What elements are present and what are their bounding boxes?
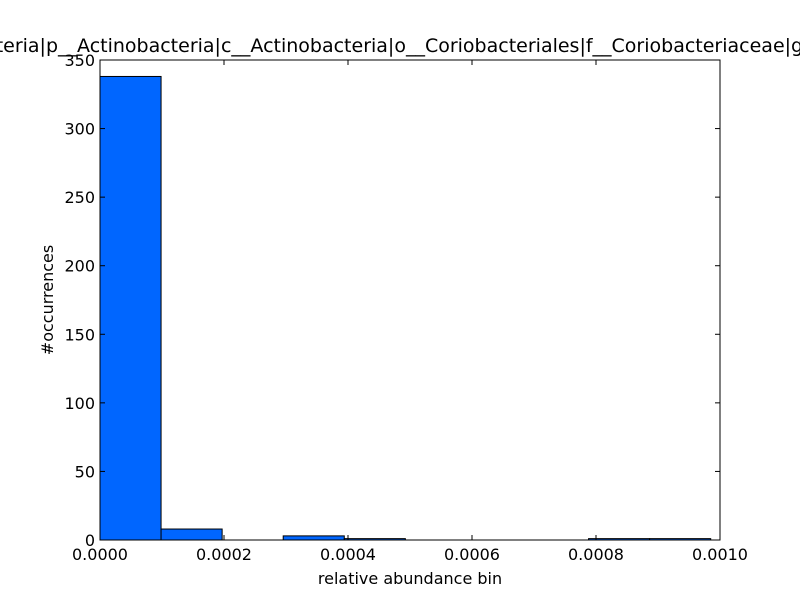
histogram-bar-3	[282, 535, 345, 541]
x-tick-label-4: 0.0008	[568, 545, 624, 564]
y-tick-label-4: 200	[64, 257, 95, 276]
chart-title: k__Bacteria|p__Actinobacteria|c__Actinob…	[0, 35, 800, 57]
ticks-group: 0.0000 0.0002 0.0004 0.0006 0.0008 0.0010 0 50 1…	[64, 51, 748, 564]
y-tick-label-0: 0	[85, 531, 95, 550]
y-tick-label-5: 250	[64, 188, 95, 207]
y-tick-label-1: 50	[75, 462, 95, 481]
y-tick-label-6: 300	[64, 120, 95, 139]
x-axis-label: relative abundance bin	[318, 569, 502, 588]
y-tick-label-2: 100	[64, 394, 95, 413]
x-tick-label-2: 0.0004	[320, 545, 376, 564]
bars-group	[99, 75, 712, 541]
x-tick-label-0: 0.0000	[72, 545, 128, 564]
x-tick-label-3: 0.0006	[444, 545, 500, 564]
histogram-bar-0	[99, 75, 162, 541]
x-tick-label-5: 0.0010	[692, 545, 748, 564]
histogram-bar-1	[160, 528, 223, 541]
y-tick-label-3: 150	[64, 325, 95, 344]
plot-frame	[99, 59, 721, 541]
x-tick-label-1: 0.0002	[196, 545, 252, 564]
y-tick-label-7: 350	[64, 51, 95, 70]
y-axis-label: #occurrences	[38, 245, 57, 355]
